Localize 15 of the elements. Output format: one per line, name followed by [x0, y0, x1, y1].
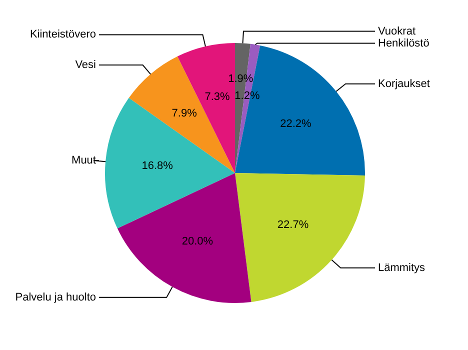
slice-label: Muut	[72, 154, 96, 167]
slice-label: Lämmitys	[378, 262, 426, 274]
data-label: 22.2%	[280, 118, 312, 130]
data-label: 16.8%	[142, 160, 174, 172]
slice-label: Henkilöstö	[378, 37, 430, 50]
data-label: 7.9%	[172, 108, 198, 120]
slice-label: Korjaukset	[378, 78, 430, 90]
data-label: 20.0%	[182, 235, 214, 248]
data-label: 7.3%	[204, 91, 230, 104]
slice-label: Vuokrat	[378, 25, 416, 38]
slice-label: Kiinteistövero	[30, 28, 96, 41]
slice-label: Vesi	[75, 59, 96, 72]
data-label: 1.9%	[228, 73, 254, 86]
data-label: 22.7%	[277, 219, 309, 232]
slice-label: Palvelu ja huolto	[15, 291, 96, 304]
